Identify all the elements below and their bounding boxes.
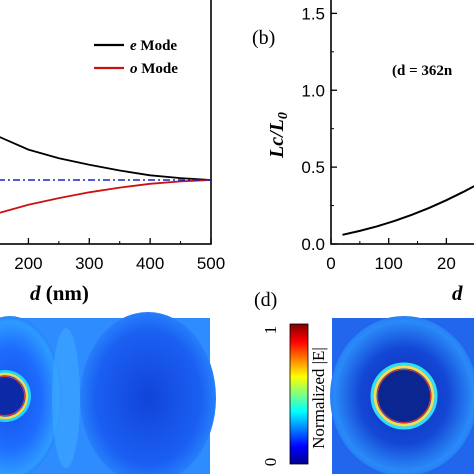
panel-b-y-tick-label: 1.0 <box>301 81 325 100</box>
panel-c-ring-inner <box>0 376 25 416</box>
panel-c-left-lobe <box>0 316 62 474</box>
panel-c-field-map <box>0 312 216 474</box>
panel-b-y-tick-label: 1.5 <box>301 4 325 23</box>
panel-b-annotation: (d = 362n <box>392 63 453 79</box>
panel-d-ring-inner <box>377 369 431 423</box>
panel-c-center-bridge <box>52 328 80 468</box>
panel-b-frame <box>330 0 474 245</box>
panel-b-series-0-line <box>342 185 474 236</box>
panel-b-x-tick-label: 0 <box>326 254 335 273</box>
legend-o-mode-label: o Mode <box>130 61 178 77</box>
panel-a-legend: e Mode o Mode <box>94 38 178 77</box>
panel-b-x-axis-title: d <box>452 281 463 305</box>
panel-c-right-lobe <box>80 312 216 474</box>
colorbar-tick-min: 0 <box>261 458 280 467</box>
panel-a-x-tick-label: 300 <box>75 254 103 273</box>
panel-b-y-tick-label: 0.0 <box>301 235 325 254</box>
panel-a-x-axis-title: d (nm) <box>30 281 89 305</box>
panel-a-x-ticks: 200 300 400 500 <box>14 238 225 273</box>
panel-b-ticks: 0 100 20 0.0 0.5 1.0 1.5 <box>301 4 456 273</box>
panel-b-line-chart: (b) 0 100 20 0.0 0.5 1.0 1.5 (d = 362n Lc/L0 d <box>252 0 474 305</box>
panel-a-x-tick-label: 200 <box>14 254 42 273</box>
panel-a-frame <box>0 0 212 245</box>
panel-a-series-0-line <box>0 136 212 181</box>
panel-a-line-chart: 200 300 400 500 e Mode o Mode d (nm) <box>0 0 225 305</box>
legend-e-mode-label: e Mode <box>130 38 177 54</box>
panel-a-x-tick-label: 500 <box>197 254 225 273</box>
panel-a-series-1-line <box>0 179 212 214</box>
panel-a-series <box>0 136 212 214</box>
panel-d-ring <box>373 365 435 427</box>
panel-b-y-axis-title: Lc/L0 <box>266 112 291 159</box>
colorbar-tick-max: 1 <box>261 326 280 335</box>
panel-d-letter: (d) <box>254 289 277 311</box>
panel-d-colorbar <box>289 323 309 465</box>
panel-a-x-tick-label: 400 <box>136 254 164 273</box>
panel-d-ring-halo <box>370 362 438 430</box>
panel-d-field-map: (d) 1 0 Normalized |E| <box>254 289 474 474</box>
panel-c-ring-halo <box>0 370 31 422</box>
panel-b-y-tick-label: 0.5 <box>301 158 325 177</box>
panel-b-x-tick-label: 20 <box>437 254 456 273</box>
panel-b-letter: (b) <box>252 27 275 49</box>
colorbar-label: Normalized |E| <box>309 347 328 449</box>
panel-b-series <box>342 185 474 236</box>
panel-c-ring <box>0 372 29 420</box>
panel-b-x-tick-label: 100 <box>375 254 403 273</box>
